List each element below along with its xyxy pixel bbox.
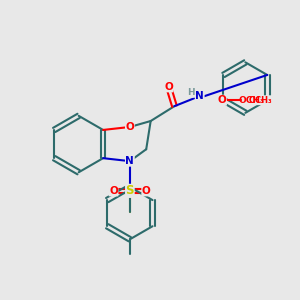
- Text: O: O: [125, 122, 134, 132]
- Text: OCH₃: OCH₃: [238, 96, 264, 105]
- Text: N: N: [125, 156, 134, 166]
- Text: S: S: [126, 184, 134, 197]
- Text: O: O: [109, 186, 118, 196]
- Text: O: O: [142, 186, 151, 196]
- Text: H: H: [187, 88, 195, 97]
- Text: N: N: [195, 91, 204, 101]
- Text: O: O: [164, 82, 173, 92]
- Text: OCH₃: OCH₃: [249, 96, 272, 105]
- Text: O: O: [218, 95, 226, 105]
